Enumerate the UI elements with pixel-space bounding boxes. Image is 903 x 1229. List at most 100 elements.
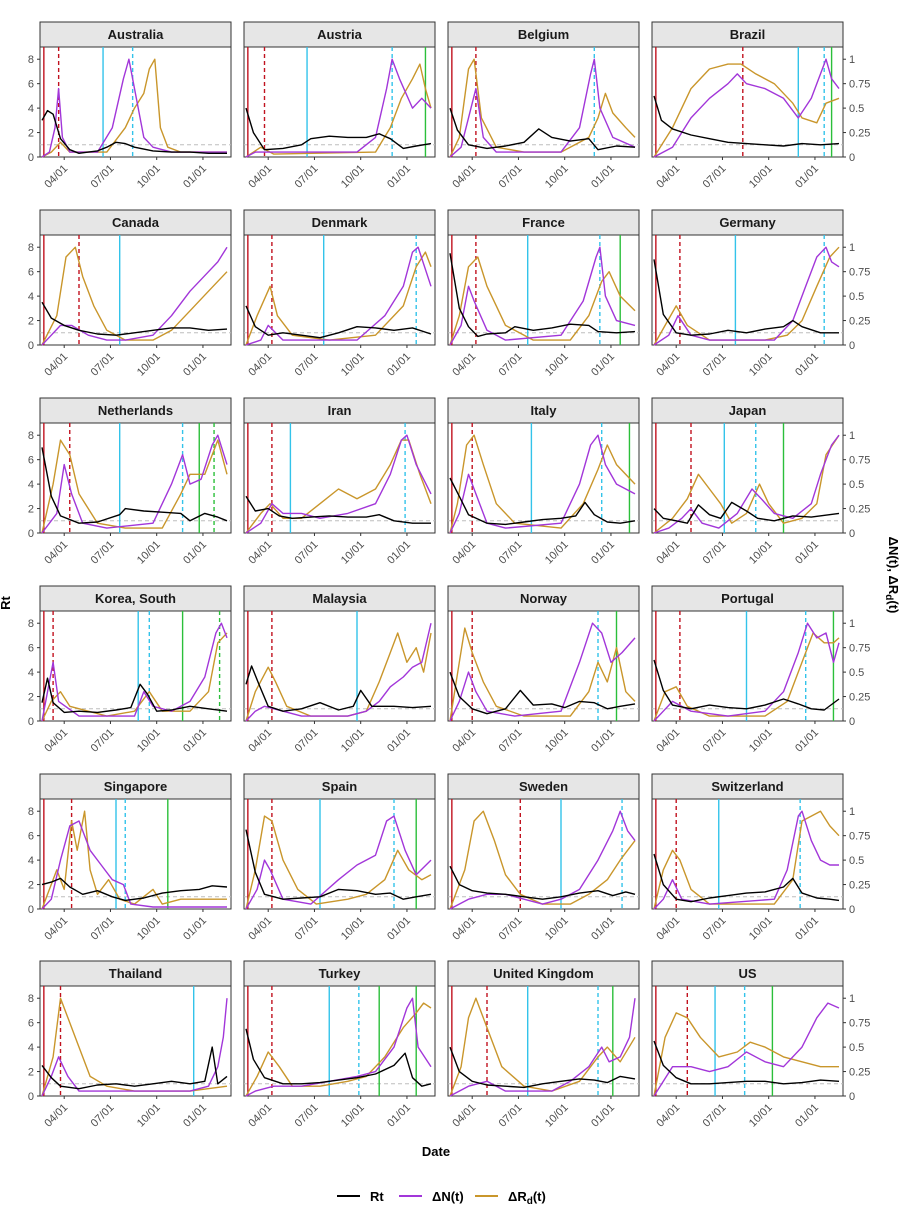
- y-tick-label-right: 0.5: [849, 291, 864, 303]
- y-tick-label-left: 2: [28, 1067, 34, 1079]
- legend: Rt ΔN(t) ΔRd(t): [337, 1189, 546, 1207]
- panel-title: Austria: [317, 27, 363, 42]
- legend-label-dn: ΔN(t): [432, 1189, 464, 1204]
- legend-label-drd: ΔRd(t): [508, 1189, 546, 1207]
- x-tick-label: 10/01: [339, 1102, 367, 1130]
- x-tick-label: 04/01: [654, 163, 682, 191]
- panel-portugal: Portugal 0 0.25 0.5 0.75 1 04/01 07/01 10/01 01/0…: [651, 585, 870, 755]
- series-rt: [449, 477, 636, 526]
- series-delta-n: [449, 246, 636, 346]
- y-tick-label-left: 0: [28, 1091, 34, 1103]
- series-delta-rd: [41, 58, 227, 158]
- x-tick-label: 10/01: [339, 163, 367, 191]
- panel-strip: [39, 21, 232, 48]
- panel-strip: [651, 209, 844, 236]
- series-delta-rd: [245, 1002, 432, 1097]
- panel-title: Singapore: [104, 779, 168, 794]
- x-tick-label: 10/01: [747, 915, 775, 943]
- x-tick-label: 07/01: [701, 727, 729, 755]
- y-axis-title-right-tail: (t): [886, 600, 901, 613]
- y-tick-label-left: 4: [28, 1042, 34, 1054]
- panel-title: Korea, South: [95, 591, 176, 606]
- x-tick-label: 07/01: [497, 539, 525, 567]
- panel-denmark: Denmark 04/01 07/01 10/01 01/01: [243, 209, 436, 379]
- y-tick-label-left: 2: [28, 880, 34, 892]
- x-tick-label: 01/01: [181, 163, 209, 191]
- x-tick-label: 04/01: [450, 915, 478, 943]
- series-delta-n: [449, 810, 636, 910]
- x-tick-label: 01/01: [181, 915, 209, 943]
- x-tick-label: 04/01: [450, 1102, 478, 1130]
- y-tick-label-right: 0.5: [849, 1042, 864, 1054]
- x-tick-label: 10/01: [339, 351, 367, 379]
- y-tick-label-right: 0: [849, 528, 855, 540]
- x-tick-label: 07/01: [89, 539, 117, 567]
- series-delta-n: [41, 246, 228, 346]
- y-tick-label-left: 6: [28, 267, 34, 279]
- panel-australia: Australia 0 2 4 6 8 04/01 07/01 10/01 01/01: [28, 21, 232, 191]
- x-tick-label: 01/01: [385, 1102, 413, 1130]
- series-delta-rd: [41, 439, 228, 534]
- y-tick-label-left: 0: [28, 904, 34, 916]
- x-tick-label: 10/01: [543, 539, 571, 567]
- x-tick-label: 04/01: [246, 539, 274, 567]
- panel-title: US: [738, 966, 756, 981]
- y-tick-label-right: 0.25: [849, 880, 870, 892]
- x-tick-label: 10/01: [543, 1102, 571, 1130]
- series-delta-n: [41, 58, 227, 158]
- y-tick-label-left: 2: [28, 692, 34, 704]
- series-rt: [653, 853, 840, 903]
- panel-plot-area: [447, 798, 640, 910]
- y-tick-label-left: 0: [28, 716, 34, 728]
- y-tick-label-left: 2: [28, 504, 34, 516]
- panel-switzerland: Switzerland 0 0.25 0.5 0.75 1 04/01 07/01 10/01 0…: [651, 773, 870, 943]
- x-tick-label: 04/01: [42, 1102, 70, 1130]
- panel-plot-area: [243, 985, 436, 1097]
- y-tick-label-right: 1: [849, 806, 855, 818]
- x-tick-label: 01/01: [589, 351, 617, 379]
- panel-strip: [39, 960, 232, 987]
- series-delta-rd: [653, 1012, 839, 1097]
- panel-title: Norway: [520, 591, 568, 606]
- y-tick-label-right: 0.5: [849, 479, 864, 491]
- panel-plot-area: [243, 234, 436, 346]
- y-tick-label-right: 0: [849, 716, 855, 728]
- series-delta-n: [245, 997, 432, 1097]
- series-rt: [449, 107, 636, 151]
- y-axis-title-right: ΔN(t), ΔRd(t): [883, 537, 901, 614]
- x-tick-label: 10/01: [543, 351, 571, 379]
- x-tick-label: 10/01: [135, 727, 163, 755]
- x-tick-label: 04/01: [42, 727, 70, 755]
- x-tick-label: 10/01: [135, 163, 163, 191]
- x-tick-label: 10/01: [339, 915, 367, 943]
- y-tick-label-right: 0.75: [849, 455, 870, 467]
- x-tick-label: 07/01: [293, 727, 321, 755]
- panel-strip: [651, 397, 844, 424]
- x-tick-label: 01/01: [181, 351, 209, 379]
- x-tick-label: 04/01: [654, 727, 682, 755]
- x-tick-label: 01/01: [181, 539, 209, 567]
- y-tick-label-left: 0: [28, 152, 34, 164]
- x-tick-label: 04/01: [654, 915, 682, 943]
- series-delta-n: [449, 998, 636, 1097]
- panel-netherlands: Netherlands 0 2 4 6 8 04/01 07/01 10/01 01/01: [28, 397, 232, 567]
- y-tick-label-right: 0.25: [849, 1067, 870, 1079]
- y-tick-label-left: 8: [28, 54, 34, 66]
- x-tick-label: 10/01: [747, 351, 775, 379]
- y-tick-label-right: 0.75: [849, 267, 870, 279]
- y-tick-label-right: 0.75: [849, 643, 870, 655]
- y-tick-label-right: 0.5: [849, 667, 864, 679]
- x-tick-label: 07/01: [701, 1102, 729, 1130]
- panel-singapore: Singapore 0 2 4 6 8 04/01 07/01 10/01 01/01: [28, 773, 232, 943]
- panel-strip: [651, 585, 844, 612]
- panel-korea-south: Korea, South 0 2 4 6 8 04/01 07/01 10/01 01/01: [28, 585, 232, 755]
- panel-united-kingdom: United Kingdom 04/01 07/01 10/01 01/01: [447, 960, 640, 1130]
- x-tick-label: 07/01: [89, 351, 117, 379]
- series-rt: [449, 253, 636, 338]
- x-tick-label: 01/01: [793, 351, 821, 379]
- panel-plot-area: [651, 234, 844, 346]
- series-rt: [41, 877, 228, 902]
- series-delta-n: [245, 623, 432, 722]
- x-tick-label: 04/01: [246, 915, 274, 943]
- panel-title: Denmark: [312, 215, 368, 230]
